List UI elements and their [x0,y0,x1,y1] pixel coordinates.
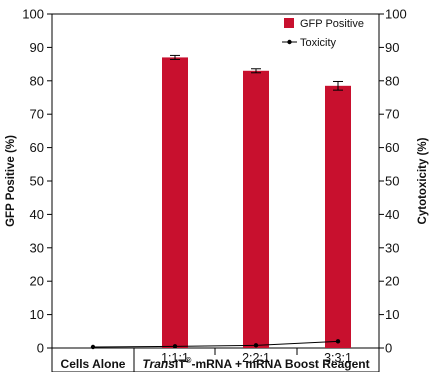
legend-label-toxicity: Toxicity [300,37,337,49]
gfp-bar [162,57,188,349]
left-tick-label: 0 [37,341,44,356]
left-tick-label: 60 [30,140,44,155]
right-tick-label: 10 [385,307,399,322]
category-label: 1:1:1 [161,351,189,365]
left-tick-label: 90 [30,40,44,55]
right-tick-label: 20 [385,274,399,289]
left-tick-label: 40 [30,207,44,222]
toxicity-point [253,343,259,348]
toxicity-line [92,340,339,348]
right-tick-label: 30 [385,240,399,255]
toxicity-point [90,344,96,350]
transit-group-label: TransIT®-mRNA + mRNA Boost Reagent [142,356,369,371]
left-tick-label: 70 [30,107,44,122]
left-tick-label: 30 [30,240,44,255]
legend: GFP Positive Toxicity [282,18,364,49]
right-tick-label: 60 [385,140,399,155]
toxicity-point [335,339,341,344]
gfp-bar [325,85,351,348]
y-axis-title-right: Cytotoxicity (%) [417,137,429,224]
legend-label-gfp: GFP Positive [300,18,364,30]
left-tick-label: 100 [22,7,44,22]
legend-swatch-gfp [284,18,294,28]
left-tick-label: 50 [30,174,44,189]
left-tick-label: 10 [30,307,44,322]
category-label: 2:2:1 [242,351,270,365]
right-tick-label: 70 [385,107,399,122]
left-tick-label: 20 [30,274,44,289]
transit-prefix: Trans [142,357,175,371]
right-tick-label: 80 [385,73,399,88]
right-tick-label: 90 [385,40,399,55]
category-label: 3:3:1 [324,351,352,365]
right-tick-label: 0 [385,341,392,356]
legend-swatch-toxicity-marker [287,39,292,45]
right-tick-label: 40 [385,207,399,222]
transit-main: IT [175,357,186,371]
toxicity-point [172,344,178,349]
transit-suffix: -mRNA + mRNA Boost Reagent [191,357,369,371]
cells-alone-label: Cells Alone [61,357,126,371]
left-tick-label: 80 [30,73,44,88]
y-axis-title-left: GFP Positive (%) [5,135,17,227]
right-tick-label: 100 [385,7,407,22]
gfp-bar [243,70,269,348]
transit-registered: ® [186,356,192,365]
right-tick-label: 50 [385,174,399,189]
